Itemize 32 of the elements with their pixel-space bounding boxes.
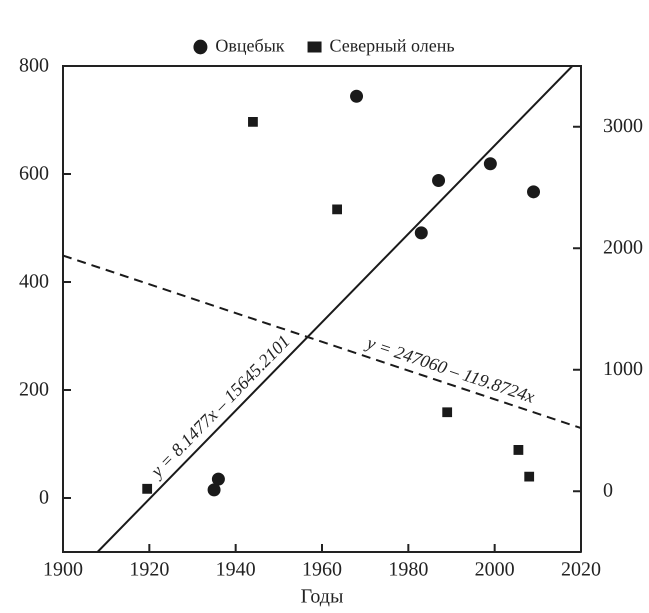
y-tick-label: 800 (19, 54, 49, 76)
point (484, 157, 497, 170)
x-tick-label: 1980 (388, 558, 428, 580)
point (212, 472, 225, 486)
y-tick-label: 200 (19, 378, 49, 400)
y-tick-label: 600 (19, 162, 49, 184)
point (514, 445, 524, 455)
point (414, 226, 428, 240)
x-tick-label: 1960 (302, 558, 342, 580)
point (208, 483, 221, 496)
legend-label: Северный олень (330, 36, 455, 56)
point (524, 472, 534, 482)
y2-tick-label: 3000 (603, 115, 643, 137)
y-tick-label: 0 (39, 486, 49, 508)
x-tick-label: 1940 (216, 558, 256, 580)
point (350, 90, 364, 103)
y-tick-label: 400 (19, 270, 49, 292)
point (432, 174, 446, 187)
x-tick-label: 1920 (129, 558, 170, 580)
point (442, 407, 452, 418)
point (527, 185, 540, 198)
y2-tick-label: 1000 (603, 358, 643, 380)
point (142, 484, 152, 494)
x-tick-label: 1900 (43, 558, 83, 580)
point (248, 117, 258, 127)
x-tick-label: 2020 (561, 558, 601, 580)
x-tick-label: 2000 (474, 558, 515, 580)
x-axis-title: Годы (300, 585, 344, 608)
point (332, 204, 342, 214)
y2-tick-label: 0 (603, 480, 613, 502)
y2-tick-label: 2000 (603, 236, 643, 258)
legend-label: Овцебык (215, 36, 285, 56)
